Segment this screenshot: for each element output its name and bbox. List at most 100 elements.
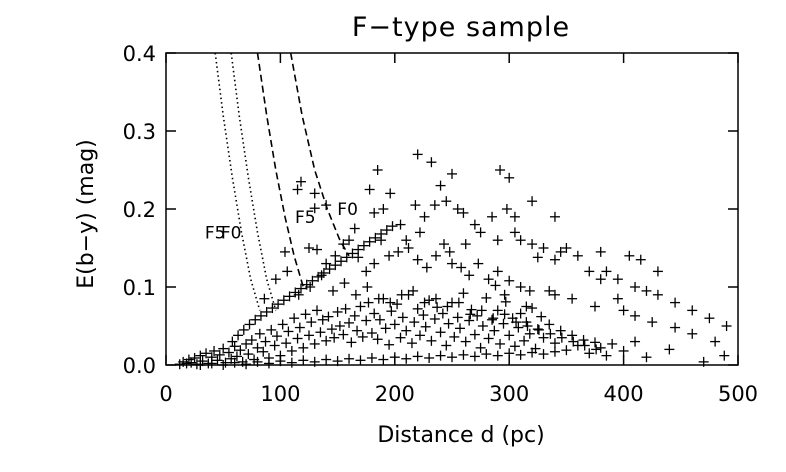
data-point (244, 319, 255, 330)
data-point (369, 207, 380, 218)
data-point (361, 266, 372, 277)
data-point (466, 304, 477, 315)
data-point (687, 305, 698, 316)
data-point (635, 254, 646, 265)
data-point (321, 258, 332, 269)
data-point (243, 349, 254, 360)
data-point (286, 345, 297, 356)
data-point (238, 324, 249, 335)
data-point (267, 303, 278, 314)
data-point (704, 313, 715, 324)
data-point (465, 309, 476, 320)
y-tick-label: 0.1 (123, 276, 156, 300)
data-point (300, 309, 311, 320)
data-point (295, 283, 306, 294)
data-point (426, 335, 437, 346)
data-point (495, 165, 506, 175)
data-point (444, 246, 455, 257)
data-point (420, 321, 431, 332)
data-point (381, 225, 392, 236)
data-point (406, 338, 417, 349)
data-point (460, 239, 471, 250)
data-point (630, 310, 641, 321)
data-point (414, 227, 425, 238)
data-point (430, 250, 441, 261)
data-point (687, 328, 698, 339)
data-point (618, 305, 629, 316)
data-point (235, 345, 246, 356)
data-point (515, 308, 526, 319)
data-point (306, 317, 317, 328)
data-point (447, 352, 457, 363)
data-point (483, 333, 494, 344)
data-point (449, 331, 460, 342)
data-point (509, 227, 520, 238)
data-point (309, 203, 320, 214)
data-point (218, 343, 229, 354)
data-point (509, 341, 520, 352)
data-point (315, 327, 326, 338)
data-point (378, 354, 389, 365)
data-point (460, 336, 471, 347)
data-point (618, 345, 629, 356)
data-point (309, 356, 320, 367)
data-point (195, 360, 206, 370)
data-point (590, 301, 600, 312)
data-point (408, 285, 419, 296)
data-point (395, 219, 406, 230)
data-point (538, 332, 549, 343)
y-axis-title: E(b−y) (mag) (74, 139, 99, 289)
data-point (374, 314, 385, 325)
data-point (578, 335, 589, 346)
data-point (209, 345, 220, 356)
data-point (339, 278, 350, 289)
data-point (241, 359, 252, 370)
data-point (549, 289, 560, 300)
data-point (538, 349, 549, 360)
data-point (421, 262, 432, 273)
data-point (412, 351, 423, 362)
data-point (652, 266, 663, 277)
curve-label: F0 (221, 223, 242, 243)
data-point (458, 207, 469, 218)
data-point (292, 333, 303, 344)
data-point (561, 243, 572, 253)
data-point (231, 351, 242, 362)
data-point (357, 331, 368, 342)
data-point (329, 332, 340, 343)
data-point (212, 355, 223, 366)
data-point (336, 256, 347, 267)
data-point (441, 196, 452, 207)
data-point (324, 264, 335, 275)
data-point (370, 232, 381, 243)
data-point (328, 285, 339, 296)
data-point (372, 165, 383, 175)
data-point (612, 293, 623, 304)
data-point (284, 291, 295, 302)
data-point (435, 327, 446, 338)
data-point (260, 336, 271, 347)
data-point (401, 353, 412, 364)
data-point (401, 235, 412, 246)
data-point (437, 308, 448, 319)
data-point (527, 239, 538, 250)
data-point (323, 311, 334, 322)
data-point (412, 303, 423, 314)
data-point (442, 301, 453, 312)
y-tick-label: 0.2 (123, 198, 156, 222)
data-point (429, 313, 440, 324)
data-point (472, 310, 483, 321)
data-point (630, 282, 641, 292)
data-point (721, 321, 732, 331)
data-point (544, 319, 555, 330)
data-point (500, 296, 511, 307)
data-point (229, 341, 240, 352)
data-point (389, 319, 400, 330)
data-point (441, 340, 452, 351)
data-point (424, 352, 435, 363)
data-point (555, 246, 566, 257)
data-point (321, 354, 332, 365)
data-point (395, 332, 406, 343)
data-point (641, 352, 652, 363)
data-point (263, 358, 274, 369)
